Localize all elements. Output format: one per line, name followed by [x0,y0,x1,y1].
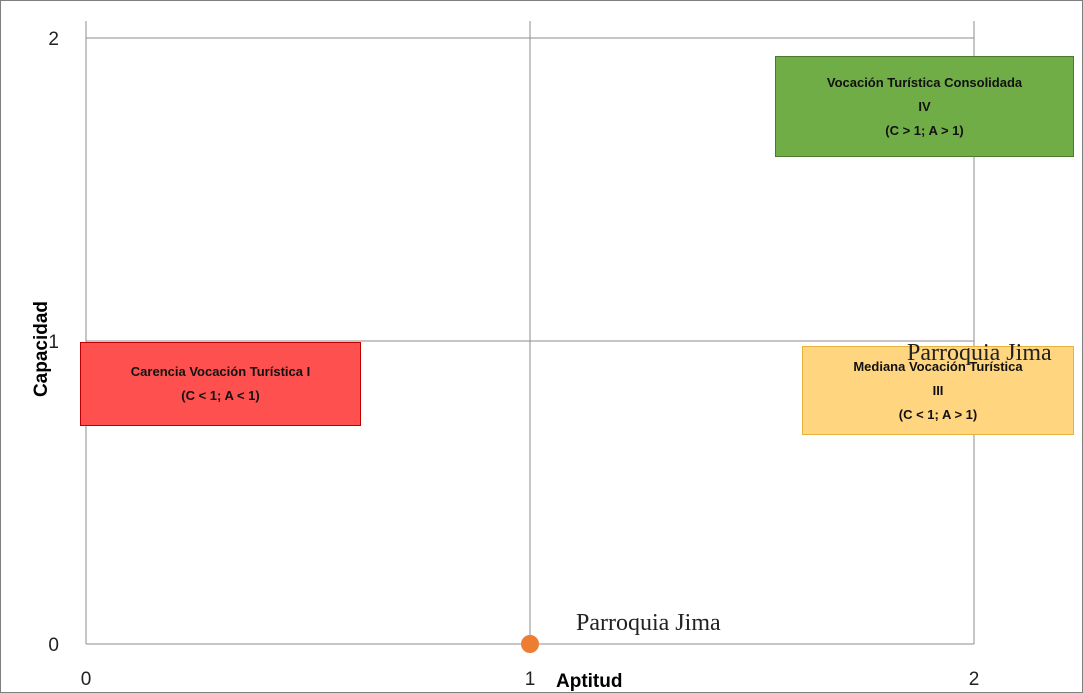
y-tick-label-0: 0 [48,635,59,656]
data-point-0 [521,635,539,653]
region-I-line-2: (C < 1; A < 1) [181,388,260,403]
region-III-line-2: III [932,382,944,398]
y-axis-title: Capacidad [31,301,52,397]
region-box-IV: Vocación Turística Consolidada IV (C > 1… [775,56,1074,157]
x-axis-title: Aptitud [556,671,622,692]
x-tick-label-0: 0 [81,669,92,690]
data-point-label-0: Parroquia Jima [576,610,721,636]
y-tick-label-1: 1 [48,332,59,353]
region-III-line-3: (C < 1; A > 1) [898,406,978,422]
region-IV-line-1: Vocación Turística Consolidada [826,74,1023,90]
region-box-I: Carencia Vocación Turística I (C < 1; A … [80,342,361,426]
region-IV-line-3: (C > 1; A > 1) [885,122,964,138]
region-box-III: Mediana Vocación Turística III (C < 1; A… [802,346,1074,435]
region-IV-line-2: IV [918,98,931,114]
region-I-line-1: Carencia Vocación Turística I [130,364,311,379]
x-tick-label-2: 2 [969,669,980,690]
y-tick-label-2: 2 [48,29,59,50]
x-tick-label-1: 1 [525,669,536,690]
region-III-line-1: Mediana Vocación Turística [853,358,1023,374]
